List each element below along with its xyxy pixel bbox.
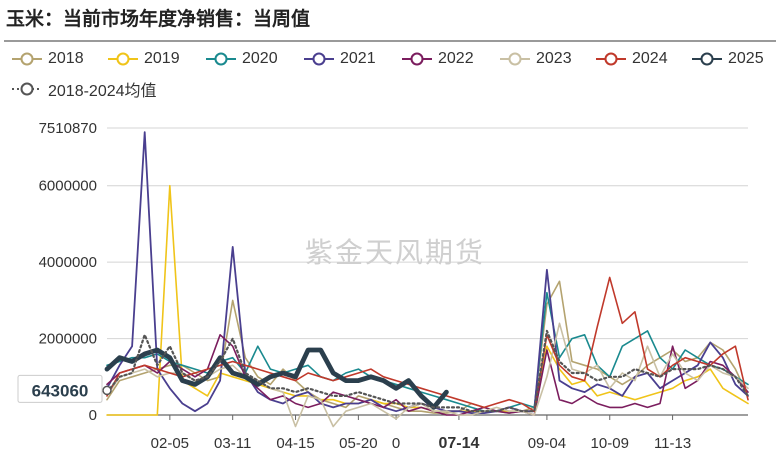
marker-label-box bbox=[17, 374, 103, 403]
watermark-text: 紫金天风期货 bbox=[305, 237, 485, 268]
x-axis: 02-05 03-11 04-15 05-20 0 07-14 09-04 10-09 11-1… bbox=[107, 414, 748, 452]
legend-item-2[interactable]: 2020 bbox=[206, 48, 278, 70]
series-line-4 bbox=[106, 333, 749, 416]
series-line-5 bbox=[106, 322, 749, 428]
value-marker: 643060 bbox=[17, 374, 112, 403]
legend-label: 2018-2024均值 bbox=[48, 83, 157, 100]
legend-label: 2021 bbox=[340, 50, 376, 67]
legend-swatch-icon bbox=[108, 52, 138, 66]
y-tick-label: 2000000 bbox=[39, 331, 97, 348]
y-tick-label: 6000000 bbox=[39, 178, 97, 195]
series-line-7 bbox=[104, 347, 449, 410]
x-tick-label: 10-09 bbox=[591, 435, 629, 452]
legend-item-3[interactable]: 2021 bbox=[304, 48, 376, 70]
legend-item-7[interactable]: 2025 bbox=[692, 48, 764, 70]
legend-label: 2025 bbox=[728, 50, 764, 67]
legend-item-6[interactable]: 2024 bbox=[596, 48, 668, 70]
title-divider bbox=[4, 40, 776, 42]
series-layer bbox=[104, 131, 750, 428]
legend-swatch-icon bbox=[304, 52, 334, 66]
legend-swatch-icon bbox=[206, 52, 236, 66]
legend-label: 2018 bbox=[48, 50, 84, 67]
chart-title: 玉米：当前市场年度净销售：当周值 bbox=[6, 8, 311, 30]
series-line-8 bbox=[105, 329, 750, 413]
legend-label: 2022 bbox=[438, 50, 474, 67]
x-tick-label: 04-15 bbox=[276, 435, 314, 452]
legend-swatch-icon bbox=[12, 82, 42, 96]
x-tick-label: 0 bbox=[392, 435, 400, 452]
marker-label: 643060 bbox=[32, 381, 89, 400]
legend-swatch-icon bbox=[402, 52, 432, 66]
legend-item-5[interactable]: 2023 bbox=[500, 48, 572, 70]
legend-label: 2024 bbox=[632, 50, 668, 67]
legend-label: 2023 bbox=[536, 50, 572, 67]
legend-item-4[interactable]: 2022 bbox=[402, 48, 474, 70]
y-tick-label: 0 bbox=[89, 407, 97, 424]
legend-swatch-icon bbox=[692, 52, 722, 66]
x-tick-label: 07-14 bbox=[438, 435, 479, 452]
legend-item-8[interactable]: 2018-2024均值 bbox=[12, 78, 157, 100]
legend-item-0[interactable]: 2018 bbox=[12, 48, 84, 70]
legend-item-1[interactable]: 2019 bbox=[108, 48, 180, 70]
y-tick-label: 7510870 bbox=[39, 120, 97, 137]
x-tick-label: 09-04 bbox=[528, 435, 566, 452]
series-line-6 bbox=[106, 276, 749, 413]
legend-label: 2019 bbox=[144, 50, 180, 67]
legend-swatch-icon bbox=[596, 52, 626, 66]
x-tick-label: 02-05 bbox=[151, 435, 189, 452]
x-tick-label: 03-11 bbox=[214, 435, 251, 452]
marker-point bbox=[102, 385, 112, 396]
legend-swatch-icon bbox=[12, 52, 42, 66]
x-tick-label: 05-20 bbox=[339, 435, 377, 452]
legend-swatch-icon bbox=[500, 52, 530, 66]
legend-label: 2020 bbox=[242, 50, 278, 67]
y-axis: 0 2000000 4000000 6000000 7510870 bbox=[39, 120, 97, 424]
x-tick-label: 11-13 bbox=[654, 435, 691, 452]
y-tick-label: 4000000 bbox=[39, 254, 97, 271]
